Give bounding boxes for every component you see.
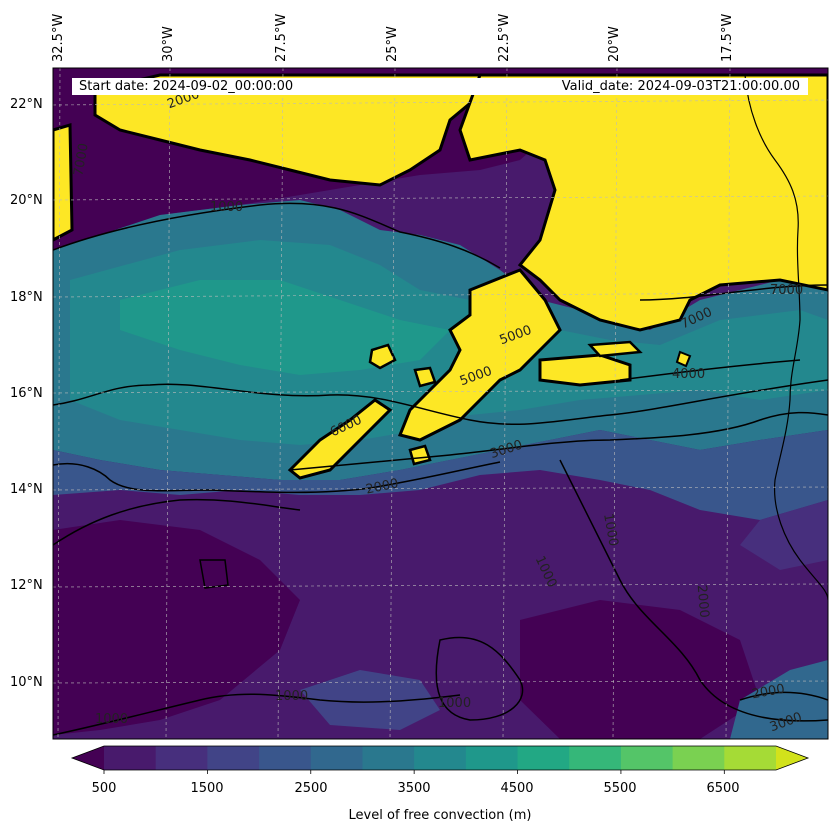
- colorbar-cell: [259, 746, 312, 770]
- lat-label: 14°N: [10, 482, 43, 497]
- contour-label: 1000: [95, 712, 128, 727]
- colorbar-cell: [207, 746, 260, 770]
- map-frame: [52, 67, 829, 740]
- colorbar-cell: [724, 746, 777, 770]
- contour-label: 1000: [438, 696, 471, 711]
- colorbar-cell: [465, 746, 519, 770]
- lat-label: 16°N: [10, 386, 43, 401]
- colorbar-label: Level of free convection (m): [348, 808, 532, 823]
- contour-label: 1000: [600, 512, 621, 547]
- colorbar-tick-label: 2500: [294, 781, 328, 796]
- colorbar-cell: [517, 746, 570, 770]
- lat-label: 12°N: [10, 578, 43, 593]
- colorbar-cell: [620, 746, 674, 770]
- colorbar-cell: [310, 746, 364, 770]
- colorbar-tick-label: 6500: [706, 781, 740, 796]
- lat-label: 22°N: [10, 97, 43, 112]
- colorbar-tick-label: 3500: [397, 781, 431, 796]
- lon-label: 32.5°W: [51, 13, 66, 62]
- colorbar-tick-label: 4500: [500, 781, 534, 796]
- contour-label: 1000: [210, 200, 243, 215]
- contour-label: 7000: [71, 142, 92, 177]
- contour-label: 2000: [751, 682, 786, 703]
- colorbar-cell: [569, 746, 622, 770]
- colorbar-tick-label: 1500: [190, 781, 224, 796]
- lat-label: 10°N: [10, 675, 43, 690]
- lat-label: 18°N: [10, 290, 43, 305]
- lon-label: 25°W: [385, 26, 400, 62]
- date-info-box: Start date: 2024-09-02_00:00:00 Valid_da…: [72, 78, 808, 95]
- colorbar-cell: [104, 746, 157, 770]
- contour-label: 4000: [672, 367, 705, 382]
- contour-label: 1000: [275, 689, 308, 704]
- lon-label: 27.5°W: [274, 13, 289, 62]
- colorbar-tick-label: 5500: [603, 781, 637, 796]
- lon-label: 30°W: [161, 26, 176, 62]
- contour-label: 7000: [770, 283, 803, 298]
- colorbar-cell: [362, 746, 415, 770]
- start-date: Start date: 2024-09-02_00:00:00: [79, 79, 294, 94]
- contour-label: 2000: [694, 584, 712, 618]
- colorbar-extend-low: [72, 746, 104, 770]
- lon-label: 17.5°W: [720, 13, 735, 62]
- colorbar-cell: [414, 746, 467, 770]
- colorbar-cell: [672, 746, 725, 770]
- colorbar: [70, 745, 810, 774]
- colorbar-extend-high: [776, 746, 808, 770]
- lon-label: 22.5°W: [497, 13, 512, 62]
- colorbar-tick-label: 500: [91, 781, 117, 796]
- valid-date: Valid_date: 2024-09-03T21:00:00.00: [561, 79, 800, 94]
- colorbar-cell: [155, 746, 208, 770]
- map-area: 1000 1000 1000 1000 1000 1000 2000 2000 …: [53, 68, 828, 739]
- lat-label: 20°N: [10, 193, 43, 208]
- lon-label: 20°W: [607, 26, 622, 62]
- contour-label: 2000: [364, 476, 399, 498]
